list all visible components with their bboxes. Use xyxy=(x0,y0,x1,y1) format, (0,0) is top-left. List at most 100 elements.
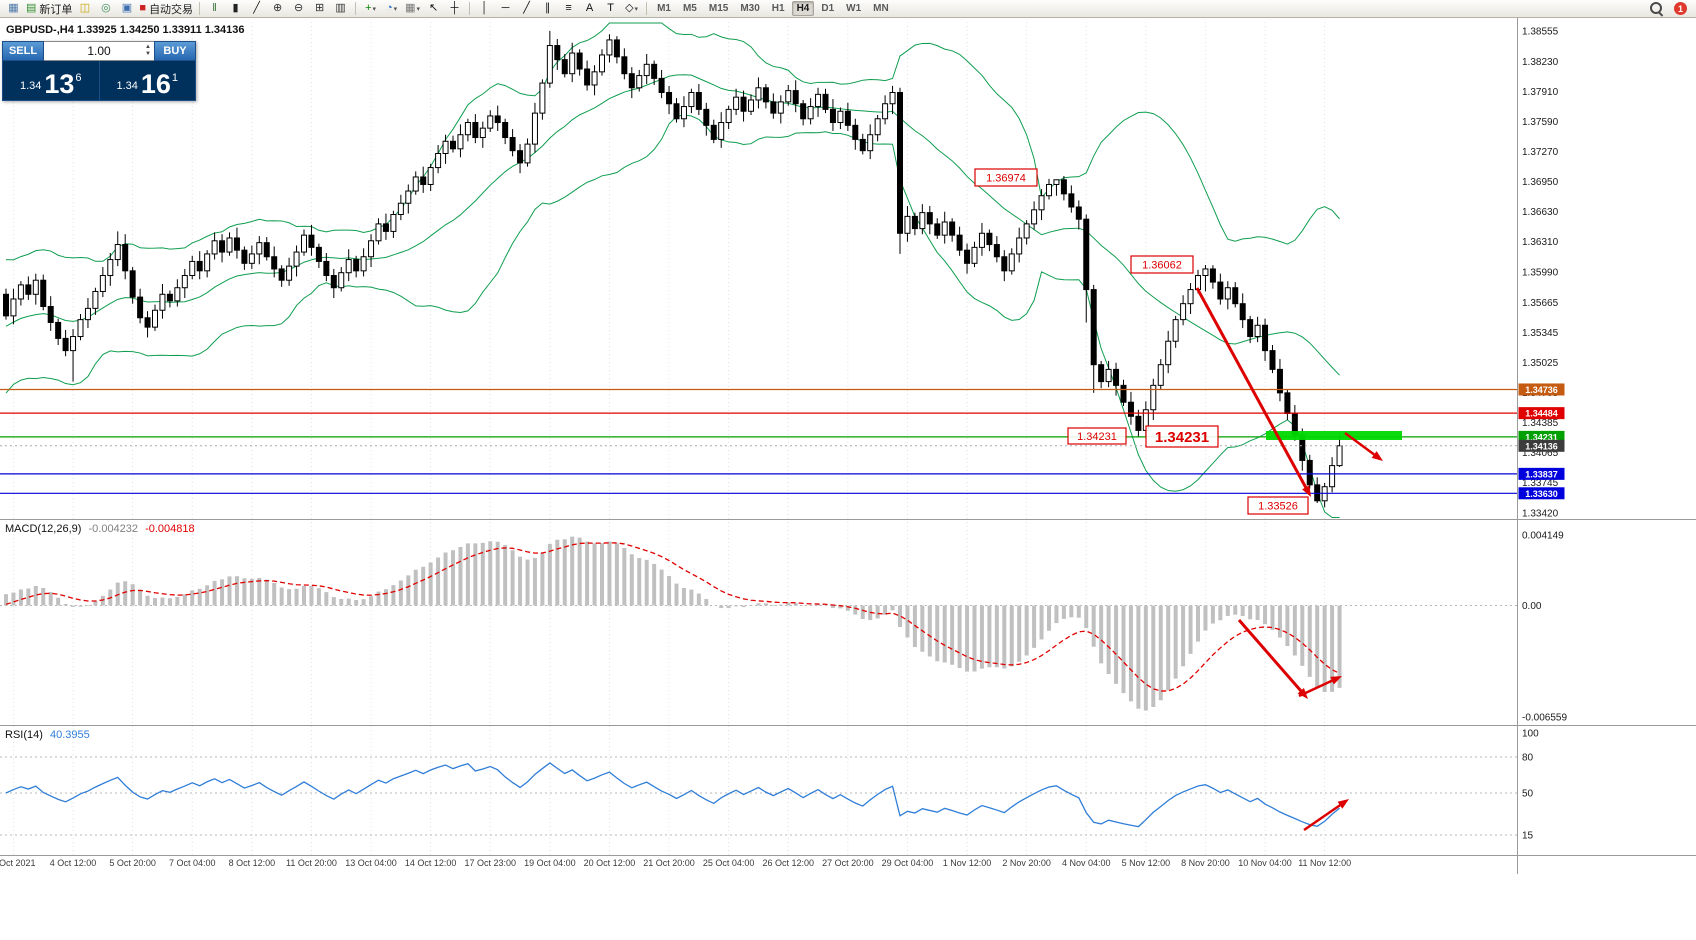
cursor-icon[interactable]: ↖ xyxy=(423,1,444,17)
macd-axis-label: 0.004149 xyxy=(1522,531,1564,542)
timeframe-m15[interactable]: M15 xyxy=(708,3,729,14)
macd-axis-label: 0.00 xyxy=(1522,601,1542,612)
search-icon[interactable] xyxy=(1649,1,1664,16)
terminal-icon-glyph: ▣ xyxy=(121,2,133,14)
auto-trading-button[interactable]: ■ 自动交易 xyxy=(137,1,195,17)
timeframe-h1[interactable]: H1 xyxy=(771,3,785,14)
timeframe-d1[interactable]: D1 xyxy=(821,3,835,14)
label-icon-glyph: T xyxy=(607,2,614,14)
chart-shift-icon-glyph: ▥ xyxy=(335,2,346,14)
red-arrow-head xyxy=(1302,485,1311,497)
price-tick-label: 1.34065 xyxy=(1522,448,1559,459)
shapes-button[interactable]: ◇ ▾ xyxy=(621,1,642,17)
buy-price-pip: 1 xyxy=(171,72,179,84)
trendline-icon[interactable]: ╱ xyxy=(516,1,537,17)
spinner-up-icon[interactable]: ▲ xyxy=(145,44,151,50)
timeframe-h4[interactable]: H4 xyxy=(791,1,815,16)
text-icon[interactable]: A xyxy=(579,1,600,17)
text-icon-glyph: A xyxy=(585,2,594,14)
channel-icon-glyph: ∥ xyxy=(544,2,551,14)
line-chart-icon[interactable]: ╱ xyxy=(246,1,267,17)
zoom-in-icon[interactable]: ⊕ xyxy=(267,1,288,17)
svg-text:1.34484: 1.34484 xyxy=(1525,409,1558,419)
navigator-icon[interactable]: ◎ xyxy=(95,1,116,17)
periods-button[interactable]: ◔ ▾ xyxy=(381,1,402,17)
vertical-line-icon[interactable]: │ xyxy=(474,1,495,17)
spinner-down-icon[interactable]: ▼ xyxy=(145,51,151,57)
red-price-label xyxy=(1130,255,1194,274)
toolbar-separator xyxy=(199,2,201,15)
channel-icon[interactable]: ∥ xyxy=(537,1,558,17)
terminal-icon[interactable]: ▣ xyxy=(116,1,137,17)
time-label: 4 Nov 04:00 xyxy=(1062,858,1111,868)
auto-trading-glyph: ■ xyxy=(139,2,147,14)
templates-glyph: ▦ xyxy=(405,2,416,14)
time-label: 19 Oct 04:00 xyxy=(524,858,576,868)
bar-chart-icon[interactable]: ‖ xyxy=(204,1,225,17)
shapes-glyph: ◇ xyxy=(625,2,634,14)
new-chart-icon-glyph: ▦ xyxy=(8,2,19,14)
time-label: 8 Oct 12:00 xyxy=(229,858,276,868)
sell-price-digits: 13 xyxy=(44,69,75,100)
red-annotations[interactable]: 1.36974 1.36062 1.34231 1.34231 1.33526 xyxy=(974,168,1383,832)
horizontal-line-icon[interactable]: ─ xyxy=(495,1,516,17)
chart-shift-icon[interactable]: ▥ xyxy=(330,1,351,17)
candles xyxy=(3,31,1343,508)
rsi-label: RSI(14) xyxy=(5,729,43,741)
indicators-glyph: + xyxy=(365,2,372,14)
price-tag xyxy=(1518,467,1565,480)
timeframe-mn[interactable]: MN xyxy=(873,3,889,14)
fibonacci-icon-glyph: ≡ xyxy=(565,2,572,14)
time-label: 17 Oct 23:00 xyxy=(464,858,516,868)
time-axis[interactable]: 1 Oct 2021 4 Oct 12:00 5 Oct 20:00 7 Oct 04… xyxy=(0,858,1351,868)
rsi-axis-label: 50 xyxy=(1522,789,1534,800)
volume-input[interactable]: 1.00 ▲ ▼ xyxy=(44,41,154,61)
crosshair-icon[interactable]: ┼ xyxy=(444,1,465,17)
sell-price[interactable]: 1.34 13 6 xyxy=(3,61,100,100)
green-zone-rectangle[interactable] xyxy=(1266,431,1402,440)
notification-badge[interactable]: 1 xyxy=(1674,2,1687,15)
price-tick-label: 1.37590 xyxy=(1522,117,1559,128)
zoom-out-icon[interactable]: ⊖ xyxy=(288,1,309,17)
volume-spinner[interactable]: ▲ ▼ xyxy=(145,44,151,58)
new-chart-icon[interactable]: ▦ xyxy=(3,1,24,17)
templates-button[interactable]: ▦ ▾ xyxy=(402,1,423,17)
red-price-label xyxy=(1247,496,1309,515)
macd-axis-label: -0.006559 xyxy=(1522,713,1567,724)
time-label: 7 Oct 04:00 xyxy=(169,858,216,868)
quote-panel: 1.34 13 6 1.34 16 1 xyxy=(2,61,196,101)
fibonacci-icon[interactable]: ≡ xyxy=(558,1,579,17)
svg-text:1.34231: 1.34231 xyxy=(1525,432,1558,442)
time-label: 1 Nov 12:00 xyxy=(943,858,992,868)
label-icon[interactable]: T xyxy=(600,1,621,17)
crosshair-icon-glyph: ┼ xyxy=(450,2,459,14)
auto-trading-button-label: 自动交易 xyxy=(149,3,194,16)
svg-text:1.33526: 1.33526 xyxy=(1258,500,1298,512)
timeframe-w1[interactable]: W1 xyxy=(846,3,862,14)
timeframe-m30[interactable]: M30 xyxy=(740,3,760,14)
buy-price[interactable]: 1.34 16 1 xyxy=(100,61,196,100)
sell-price-pip: 6 xyxy=(75,72,82,84)
tile-windows-icon[interactable]: ⊞ xyxy=(309,1,330,17)
red-arrow-head xyxy=(1330,676,1342,685)
tile-windows-icon-glyph: ⊞ xyxy=(314,2,325,14)
new-order-button[interactable]: ▤ 新订单 xyxy=(24,1,74,17)
sell-button[interactable]: SELL xyxy=(2,41,44,61)
indicators-button[interactable]: + ▾ xyxy=(360,1,381,17)
buy-button[interactable]: BUY xyxy=(154,41,196,61)
price-tag xyxy=(1518,383,1565,396)
market-watch-icon[interactable]: ◫ xyxy=(74,1,95,17)
chart-ohlc-header: GBPUSD-,H4 1.33925 1.34250 1.33911 1.341… xyxy=(6,24,245,36)
market-watch-icon-glyph: ◫ xyxy=(79,2,91,14)
svg-text:1.34231: 1.34231 xyxy=(1155,429,1209,446)
timeframe-m5[interactable]: M5 xyxy=(682,3,697,14)
price-tick-label: 1.35665 xyxy=(1522,298,1559,309)
time-label: 26 Oct 12:00 xyxy=(762,858,814,868)
svg-text:1.36974: 1.36974 xyxy=(986,172,1026,184)
new-order-glyph: ▤ xyxy=(26,2,37,14)
red-arrow xyxy=(1237,619,1305,695)
timeframe-m1[interactable]: M1 xyxy=(657,3,671,14)
price-axis[interactable]: 1.38555 1.38230 1.37910 1.37590 1.37270 1.369… xyxy=(1518,27,1568,842)
candlestick-chart-icon[interactable]: ▮ xyxy=(225,1,246,17)
